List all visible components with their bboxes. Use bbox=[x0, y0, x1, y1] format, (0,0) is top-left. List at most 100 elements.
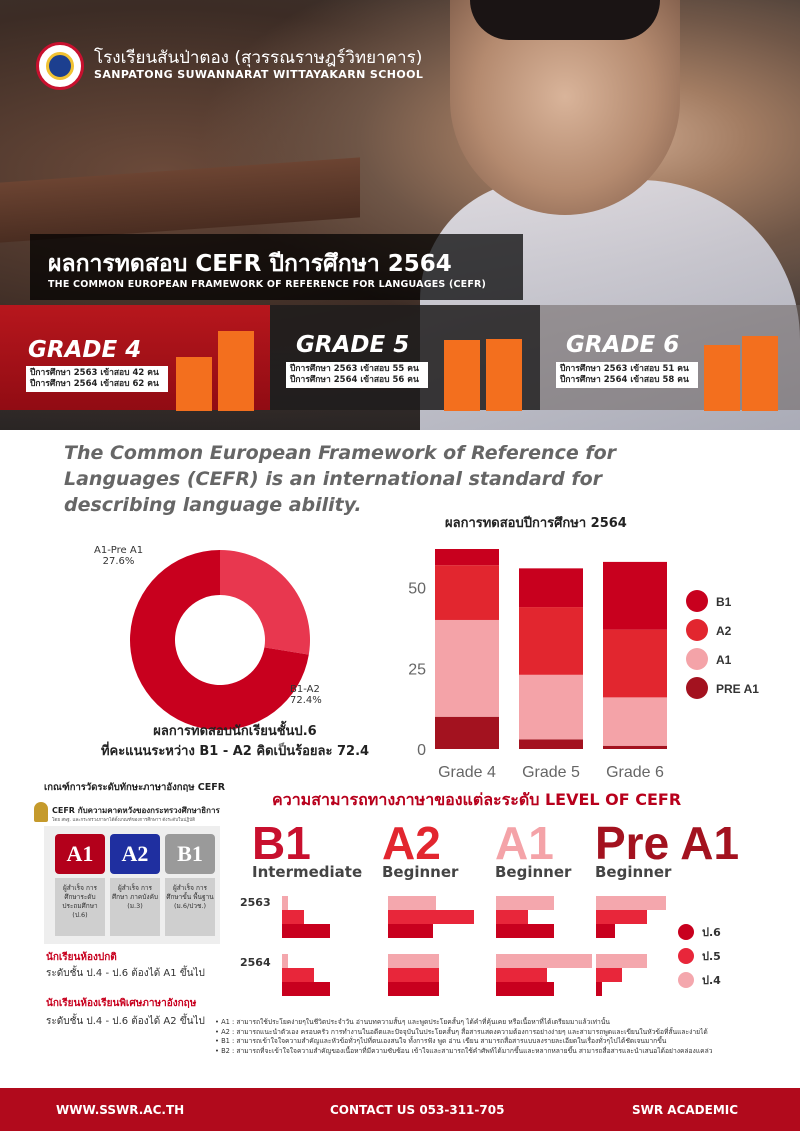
grade-bar-2-1 bbox=[742, 336, 778, 411]
grade-bar-1-1 bbox=[486, 338, 522, 411]
legend-item-p5: ป.5 bbox=[678, 944, 721, 968]
donut-label-b1-value: 72.4% bbox=[290, 695, 322, 706]
grade-bar-1-0 bbox=[444, 340, 480, 411]
level-bar-prea1-2564-0 bbox=[596, 982, 603, 996]
x-label-1: Grade 5 bbox=[522, 764, 580, 781]
x-label-2: Grade 6 bbox=[606, 764, 664, 781]
level-bar-a1-2563-0 bbox=[496, 924, 554, 938]
legend-label-a2: A2 bbox=[716, 624, 732, 638]
level-bar-a2-2563-1 bbox=[388, 910, 475, 924]
level-bar-a2-2564-2 bbox=[388, 954, 440, 968]
donut-slice-0 bbox=[220, 550, 310, 655]
regular-text: ระดับชั้น ป.4 - ป.6 ต้องได้ A1 ขึ้นไป bbox=[46, 968, 205, 979]
special-text: ระดับชั้น ป.4 - ป.6 ต้องได้ A2 ขึ้นไป bbox=[46, 1016, 205, 1027]
level-a1-desc: Beginner bbox=[495, 863, 572, 881]
donut-caption-line2: ที่คะแนนระหว่าง B1 - A2 คิดเป็นร้อยละ 72… bbox=[100, 744, 370, 759]
legend-swatch-a2 bbox=[686, 619, 708, 641]
legend-swatch-p6 bbox=[678, 924, 694, 940]
legend-swatch-p5 bbox=[678, 948, 694, 964]
bar-grade-5-a2 bbox=[519, 607, 583, 675]
legend-swatch-b1 bbox=[686, 590, 708, 612]
grade-bar-0-1 bbox=[218, 331, 254, 411]
school-logo-icon bbox=[36, 42, 84, 90]
level-bar-b1-2563-2 bbox=[282, 896, 289, 910]
grade-bar-0-0 bbox=[176, 356, 212, 411]
level-a1-code: A1 bbox=[495, 817, 554, 869]
grade5-note: ปีการศึกษา 2563 เข้าสอบ 55 คน ปีการศึกษา… bbox=[286, 362, 428, 388]
crest-icon bbox=[34, 802, 48, 822]
bar-grade-4-a1 bbox=[435, 619, 499, 717]
tile-a2: A2 bbox=[110, 834, 160, 874]
bar-grade-5-pre-a1 bbox=[519, 739, 583, 749]
level-bar-prea1-2563-1 bbox=[596, 910, 648, 924]
levels-title: ความสามารถทางภาษาของแต่ละระดับ LEVEL OF … bbox=[272, 790, 682, 809]
level-bar-a1-2563-1 bbox=[496, 910, 528, 924]
tile-a2-desc: ผู้สำเร็จ การศึกษา ภาคบังคับ (ม.3) bbox=[110, 878, 160, 936]
legend-label-p5: ป.5 bbox=[702, 950, 721, 963]
level-bar-a2-2563-2 bbox=[388, 896, 436, 910]
legend-swatch-pre-a1 bbox=[686, 677, 708, 699]
regular-title: นักเรียนห้องปกติ bbox=[46, 952, 117, 963]
grade6-note-line1: ปีการศึกษา 2563 เข้าสอบ 51 คน bbox=[560, 364, 689, 374]
donut-caption-line1: ผลการทดสอบนักเรียนชั้นป.6 bbox=[153, 724, 317, 739]
page-title: ผลการทดสอบ CEFR ปีการศึกษา 2564 bbox=[48, 251, 452, 277]
footer: WWW.SSWR.AC.TH CONTACT US 053-311-705 SW… bbox=[0, 1088, 800, 1131]
grade4-note: ปีการศึกษา 2563 เข้าสอบ 42 คน ปีการศึกษา… bbox=[26, 366, 168, 392]
grade4-note-line2: ปีการศึกษา 2564 เข้าสอบ 62 คน bbox=[30, 379, 159, 389]
level-prea1-code: Pre A1 bbox=[595, 817, 740, 869]
page-subtitle: THE COMMON EUROPEAN FRAMEWORK OF REFEREN… bbox=[48, 279, 487, 290]
year-label-2564: 2564 bbox=[240, 956, 271, 969]
grade4-label: GRADE 4 bbox=[28, 337, 142, 363]
donut-label-b1-name: B1-A2 bbox=[290, 684, 320, 695]
stacked-chart-title: ผลการทดสอบปีการศึกษา 2564 bbox=[445, 516, 627, 531]
bar-grade-6-a2 bbox=[603, 629, 667, 698]
grade6-label: GRADE 6 bbox=[566, 332, 680, 358]
criteria-cefr-line: CEFR กับความคาดหวังของกระทรวงศึกษาธิการ bbox=[52, 806, 220, 815]
note-a1: • A1 : สามารถใช้ประโยคง่ายๆในชีวิตประจำว… bbox=[215, 1018, 610, 1026]
level-bar-b1-2564-0 bbox=[282, 982, 330, 996]
year-label-2563: 2563 bbox=[240, 896, 271, 909]
note-b2: • B2 : สามารถที่จะเข้าใจใจความสำคัญของเน… bbox=[215, 1046, 713, 1055]
level-bar-a2-2564-0 bbox=[388, 982, 440, 996]
legend-label-pre-a1: PRE A1 bbox=[716, 682, 759, 696]
donut-label-a1: A1-Pre A1 27.6% bbox=[94, 545, 143, 567]
note-a2: • A2 : สามารถแนะนำตัวเอง ครอบครัว การทำง… bbox=[215, 1027, 708, 1036]
y-tick-0: 0 bbox=[417, 742, 426, 759]
bar-grade-4-a2 bbox=[435, 565, 499, 620]
level-bar-prea1-2563-0 bbox=[596, 924, 616, 938]
desk-shape bbox=[0, 157, 360, 243]
level-bar-prea1-2564-2 bbox=[596, 954, 648, 968]
donut-slice-1 bbox=[129, 550, 309, 730]
level-b1-desc: Intermediate bbox=[252, 863, 363, 881]
legend-item-p6: ป.6 bbox=[678, 920, 721, 944]
legend-label-p4: ป.4 bbox=[702, 974, 721, 987]
donut-label-b1: B1-A2 72.4% bbox=[290, 684, 322, 706]
legend-item-p4: ป.4 bbox=[678, 968, 721, 992]
legend-swatch-a1 bbox=[686, 648, 708, 670]
level-prea1-desc: Beginner bbox=[595, 863, 672, 881]
footer-website[interactable]: WWW.SSWR.AC.TH bbox=[56, 1103, 185, 1117]
bar-grade-6-b1 bbox=[603, 561, 667, 630]
x-label-0: Grade 4 bbox=[438, 764, 496, 781]
tile-b1-desc: ผู้สำเร็จ การศึกษาขั้น พื้นฐาน (ม.6/ปวช.… bbox=[165, 878, 215, 936]
grade5-label: GRADE 5 bbox=[296, 332, 410, 358]
level-bar-a1-2563-2 bbox=[496, 896, 554, 910]
level-bar-a1-2564-2 bbox=[496, 954, 592, 968]
bar-grade-4-pre-a1 bbox=[435, 716, 499, 749]
level-a2-desc: Beginner bbox=[382, 863, 459, 881]
footer-brand: SWR ACADEMIC bbox=[632, 1103, 739, 1117]
bar-grade-6-pre-a1 bbox=[603, 745, 667, 749]
level-notes: • A1 : สามารถใช้ประโยคง่ายๆในชีวิตประจำว… bbox=[215, 1018, 790, 1056]
stacked-bar-chart: 0 25 50 Grade 4 Grade 5 Grade 6 B1 A2 A1 PRE A1 bbox=[408, 549, 759, 781]
level-bar-a1-2564-0 bbox=[496, 982, 554, 996]
tile-b1: B1 bbox=[165, 834, 215, 874]
legend-label-p6: ป.6 bbox=[702, 926, 721, 939]
grade4-note-line1: ปีการศึกษา 2563 เข้าสอบ 42 คน bbox=[30, 368, 159, 378]
legend-label-a1: A1 bbox=[716, 653, 732, 667]
level-bar-prea1-2563-2 bbox=[596, 896, 667, 910]
level-bar-prea1-2564-1 bbox=[596, 968, 622, 982]
donut-label-a1-name: A1-Pre A1 bbox=[94, 545, 144, 556]
donut-label-a1-value: 27.6% bbox=[102, 556, 135, 567]
school-name-thai: โรงเรียนสันป่าตอง (สุวรรณราษฎร์วิทยาคาร) bbox=[94, 48, 423, 68]
level-bar-a2-2564-1 bbox=[388, 968, 440, 982]
